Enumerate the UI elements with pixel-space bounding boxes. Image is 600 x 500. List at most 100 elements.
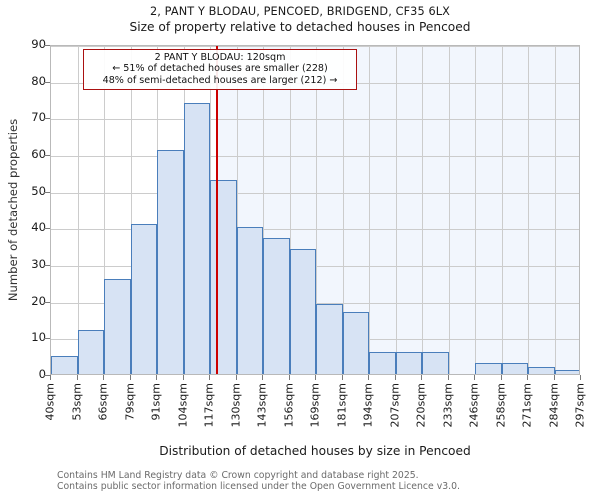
x-tick-mark [129, 375, 131, 380]
gridline-vertical [422, 46, 423, 374]
y-tick-label: 50 [31, 183, 46, 198]
x-tick-label: 130sqm [229, 383, 242, 428]
y-tick-mark [44, 338, 50, 340]
y-tick-label: 90 [31, 37, 46, 51]
y-tick-mark [44, 228, 50, 230]
histogram-bar[interactable] [422, 352, 449, 374]
histogram-bar[interactable] [263, 238, 290, 374]
y-tick-mark [44, 118, 50, 120]
x-tick-mark [394, 375, 396, 380]
histogram-bar[interactable] [528, 366, 555, 374]
marker-line [215, 46, 218, 374]
histogram-bar[interactable] [210, 179, 237, 374]
histogram-bar[interactable] [395, 352, 422, 374]
histogram-bar[interactable] [183, 102, 210, 374]
gridline-horizontal [51, 229, 579, 231]
x-tick-mark [288, 375, 290, 380]
x-tick-mark [235, 375, 237, 380]
gridline-vertical [554, 46, 556, 374]
title-block: 2, PANT Y BLODAU, PENCOED, BRIDGEND, CF3… [0, 4, 600, 35]
y-tick-label: 70 [31, 110, 46, 125]
x-tick-label: 91sqm [149, 383, 163, 421]
gridline-vertical [104, 46, 105, 374]
histogram-bar[interactable] [104, 278, 131, 374]
x-tick-mark [182, 375, 184, 380]
x-tick-label: 233sqm [441, 383, 454, 428]
x-tick-mark [421, 375, 422, 380]
gridline-vertical [263, 46, 264, 374]
y-tick-label: 40 [31, 220, 46, 235]
histogram-bar[interactable] [77, 330, 104, 374]
annotation-line-3: 48% of semi-detached houses are larger (… [102, 74, 338, 86]
x-tick-label: 53sqm [70, 383, 83, 421]
x-tick-label: 40sqm [43, 383, 57, 421]
y-tick-mark [44, 155, 50, 156]
x-tick-label: 79sqm [123, 383, 136, 421]
y-axis-label: Number of detached properties [6, 118, 20, 302]
histogram-bar[interactable] [369, 352, 396, 374]
x-tick-mark [527, 375, 528, 380]
x-tick-mark [209, 375, 210, 380]
x-tick-mark [76, 375, 78, 380]
x-tick-mark [262, 375, 263, 380]
x-tick-mark [50, 375, 51, 380]
gridline-horizontal [51, 46, 579, 47]
histogram-bar[interactable] [289, 249, 316, 374]
gridline-vertical [236, 46, 238, 374]
gridline-vertical [289, 46, 291, 374]
x-tick-mark [103, 375, 104, 380]
gridline-vertical [369, 46, 370, 374]
x-tick-label: 181sqm [335, 383, 348, 428]
x-tick-label: 258sqm [494, 383, 507, 428]
gridline-horizontal [51, 156, 579, 157]
gridline-vertical [501, 46, 503, 374]
gridline-vertical [130, 46, 132, 374]
y-tick-label: 20 [31, 293, 46, 308]
x-tick-mark [368, 375, 369, 380]
footer-attribution: Contains HM Land Registry data © Crown c… [57, 470, 460, 492]
y-tick-label: 0 [38, 367, 46, 381]
x-tick-label: 284sqm [547, 383, 560, 428]
y-tick-mark [44, 191, 50, 193]
x-tick-label: 207sqm [388, 383, 401, 428]
page-subtitle: Size of property relative to detached ho… [129, 20, 471, 34]
gridline-vertical [395, 46, 397, 374]
footer-line-2: Contains public sector information licen… [57, 481, 460, 492]
x-axis-label: Distribution of detached houses by size … [159, 444, 471, 458]
histogram-bar[interactable] [157, 150, 184, 374]
annotation-line-2: ← 51% of detached houses are smaller (22… [112, 63, 328, 75]
histogram-bar[interactable] [342, 311, 369, 374]
y-tick-mark [44, 301, 50, 303]
x-tick-label: 194sqm [361, 383, 375, 428]
x-tick-mark [500, 375, 502, 380]
plot-area [50, 45, 580, 375]
y-tick-label: 60 [31, 147, 46, 161]
histogram-bar[interactable] [236, 227, 263, 374]
histogram-bar[interactable] [501, 363, 528, 374]
page-title: 2, PANT Y BLODAU, PENCOED, BRIDGEND, CF3… [150, 5, 450, 18]
y-tick-label: 80 [31, 73, 46, 88]
histogram-bar[interactable] [554, 370, 579, 374]
histogram-bar[interactable] [316, 304, 343, 374]
gridline-vertical [77, 46, 79, 374]
y-tick-label: 10 [31, 330, 46, 345]
gridline-vertical [528, 46, 529, 374]
x-tick-label: 220sqm [414, 383, 428, 428]
footer-line-1: Contains HM Land Registry data © Crown c… [57, 470, 419, 481]
x-tick-label: 104sqm [176, 383, 189, 428]
gridline-vertical [316, 46, 317, 374]
histogram-bar[interactable] [51, 355, 78, 374]
histogram-bar[interactable] [475, 363, 502, 374]
x-tick-mark [341, 375, 343, 380]
x-tick-mark [447, 375, 449, 380]
y-tick-mark [44, 81, 50, 83]
x-tick-label: 297sqm [573, 383, 587, 428]
x-tick-label: 156sqm [282, 383, 295, 428]
x-tick-label: 66sqm [96, 383, 110, 421]
y-tick-mark [44, 265, 50, 266]
gridline-vertical [475, 46, 476, 374]
gridline-horizontal [51, 119, 579, 121]
histogram-bar[interactable] [130, 223, 157, 374]
x-tick-label: 271sqm [520, 383, 534, 428]
